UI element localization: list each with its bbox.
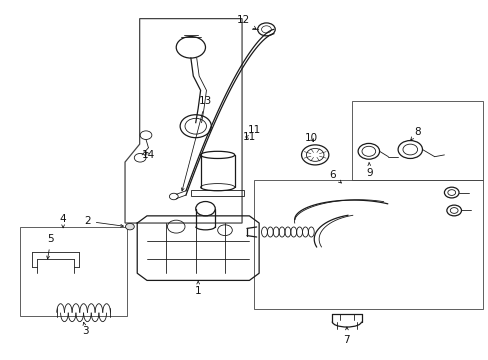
Text: 2: 2	[84, 216, 123, 227]
Text: 14: 14	[142, 150, 155, 160]
Text: 1: 1	[194, 280, 201, 296]
Text: 12: 12	[236, 15, 255, 29]
Bar	[190, 190, 244, 196]
Text: 7: 7	[343, 327, 349, 345]
Text: 6: 6	[328, 170, 341, 183]
Bar	[351, 101, 483, 180]
Text: 13: 13	[181, 96, 212, 191]
Text: 11: 11	[247, 125, 260, 135]
Text: 3: 3	[82, 323, 89, 336]
Text: 11: 11	[242, 132, 256, 142]
Bar	[254, 180, 483, 309]
Text: 9: 9	[366, 162, 372, 178]
Text: 5: 5	[47, 234, 54, 259]
Circle shape	[125, 224, 134, 230]
Text: 10: 10	[304, 133, 317, 143]
Bar	[20, 226, 127, 316]
Text: 8: 8	[410, 127, 420, 140]
Text: 4: 4	[60, 215, 66, 228]
